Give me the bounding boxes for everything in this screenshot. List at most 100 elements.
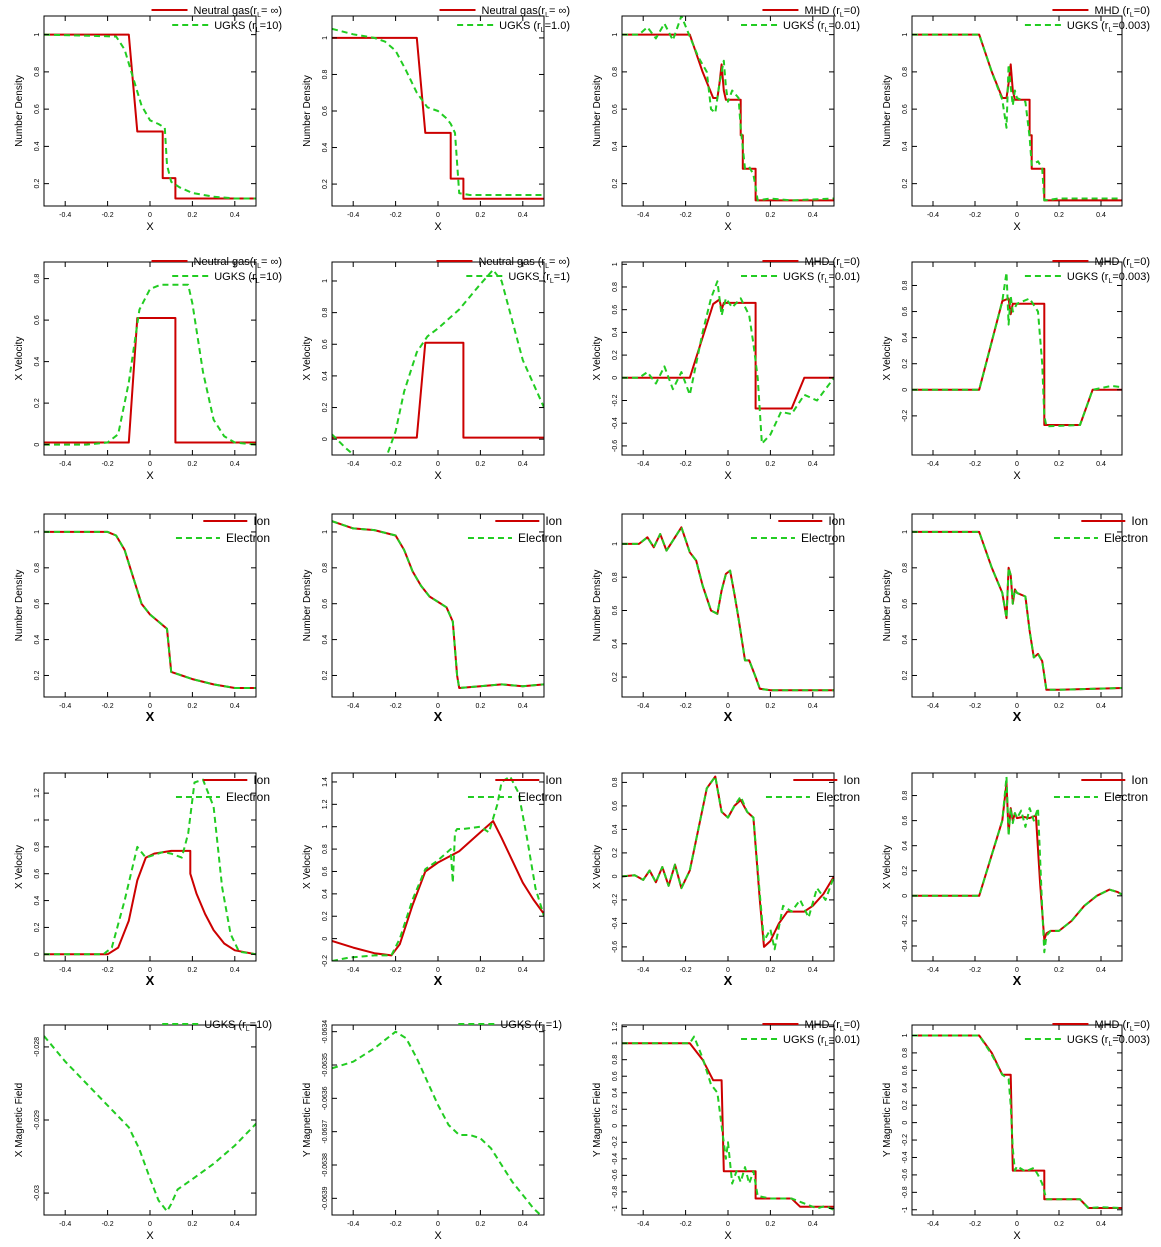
y-tick-label: 1 bbox=[612, 542, 619, 546]
y-axis-label: X Velocity bbox=[302, 845, 313, 889]
y-tick-label: 1.2 bbox=[322, 799, 329, 809]
plot-frame bbox=[911, 772, 1123, 962]
series-line-solid bbox=[332, 341, 544, 439]
y-tick-label: 0.4 bbox=[612, 639, 619, 649]
x-tick-label: -0.2 bbox=[680, 967, 692, 974]
chart-panel: -0.4 -0.2 0 0.2 0.4 0.2 0.4 0.6 0.8 1 X Number Dens… bbox=[14, 513, 270, 724]
y-axis-label: X Magnetic Field bbox=[14, 1083, 25, 1157]
y-tick-label: 0.6 bbox=[902, 307, 909, 317]
series-line-dashed bbox=[912, 271, 1122, 428]
x-tick-label: 0.4 bbox=[518, 967, 528, 974]
series-line-solid bbox=[44, 33, 256, 200]
series-line-solid bbox=[622, 526, 834, 692]
x-tick-label: 0 bbox=[436, 967, 440, 974]
x-tick-label: -0.2 bbox=[969, 1221, 981, 1228]
x-tick-label: -0.2 bbox=[102, 967, 114, 974]
series-line-solid bbox=[332, 520, 544, 689]
legend-label: Ion bbox=[545, 514, 562, 528]
x-tick-label: -0.4 bbox=[637, 967, 649, 974]
x-tick-label: 0 bbox=[148, 1221, 152, 1228]
x-tick-label: 0.2 bbox=[1054, 1221, 1064, 1228]
series-line-dashed bbox=[622, 1035, 834, 1211]
x-tick-label: 0.4 bbox=[518, 1221, 528, 1228]
x-tick-label: 0.4 bbox=[1096, 212, 1106, 219]
x-tick-label: -0.2 bbox=[680, 1221, 692, 1228]
series-line-solid bbox=[622, 33, 834, 202]
y-tick-label: 0.2 bbox=[612, 179, 619, 189]
y-axis-label: X Velocity bbox=[14, 337, 25, 381]
x-tick-label: -0.2 bbox=[390, 703, 402, 710]
chart-panel: -0.4 -0.2 0 0.2 0.4 -1 -0.8 -0.6 -0.4 -0.2 0 0.2 0.4… bbox=[592, 1019, 860, 1242]
series-line-dashed bbox=[332, 520, 544, 689]
x-tick-label: -0.4 bbox=[59, 461, 71, 468]
plot-frame bbox=[621, 15, 835, 207]
y-tick-label: 1.4 bbox=[322, 777, 329, 787]
x-axis-label: X bbox=[724, 709, 733, 724]
legend-label: UGKS (rL=0.003) bbox=[1067, 1034, 1150, 1048]
x-tick-label: 0.2 bbox=[476, 1221, 486, 1228]
legend-label: UGKS (rL=1) bbox=[508, 271, 570, 285]
y-tick-label: 1 bbox=[612, 33, 619, 37]
y-tick-label: 0.6 bbox=[902, 816, 909, 826]
x-tick-label: 0.2 bbox=[188, 1221, 198, 1228]
y-tick-label: 0.4 bbox=[34, 896, 41, 906]
x-tick-label: 0.2 bbox=[1054, 703, 1064, 710]
y-tick-label: 0.6 bbox=[612, 801, 619, 811]
y-axis-label: Y Magnetic Field bbox=[302, 1083, 313, 1157]
series-line-solid bbox=[912, 782, 1122, 941]
y-tick-label: 0.4 bbox=[902, 1083, 909, 1093]
y-tick-label: 0.6 bbox=[322, 599, 329, 609]
series-line-dashed bbox=[332, 1030, 542, 1215]
chart-panel: -0.4 -0.2 0 0.2 0.4 0 0.2 0.4 0.6 0.8 1 X X Velocity… bbox=[302, 256, 570, 482]
y-tick-label: 1.2 bbox=[612, 1022, 619, 1032]
x-tick-label: 0.2 bbox=[188, 967, 198, 974]
y-tick-label: 0.2 bbox=[902, 1100, 909, 1110]
x-tick-label: 0.2 bbox=[476, 703, 486, 710]
y-tick-label: 0.4 bbox=[322, 143, 329, 153]
y-tick-label: 0.6 bbox=[612, 606, 619, 616]
y-axis-label: Number Density bbox=[882, 570, 893, 642]
x-axis-label: X bbox=[434, 1230, 442, 1242]
x-tick-label: 0.2 bbox=[766, 461, 776, 468]
y-tick-label: -0.0637 bbox=[322, 1120, 329, 1144]
y-tick-label: 0.4 bbox=[34, 141, 41, 151]
x-tick-label: -0.2 bbox=[680, 461, 692, 468]
x-tick-label: -0.4 bbox=[59, 212, 71, 219]
x-tick-label: -0.4 bbox=[347, 703, 359, 710]
y-tick-label: 1 bbox=[322, 36, 329, 40]
series-line-dashed bbox=[44, 33, 256, 200]
chart-panel: -0.4 -0.2 0 0.2 0.4 0.2 0.4 0.6 0.8 1 X Number Dens… bbox=[302, 513, 562, 724]
x-tick-label: -0.2 bbox=[102, 212, 114, 219]
y-axis-label: X Velocity bbox=[14, 845, 25, 889]
chart-panel: -0.4 -0.2 0 0.2 0.4 0.2 0.4 0.6 0.8 1 X Number Dens… bbox=[592, 513, 845, 724]
y-tick-label: 0.8 bbox=[34, 842, 41, 852]
y-tick-label: 1 bbox=[322, 825, 329, 829]
plot-frame bbox=[621, 261, 835, 456]
y-tick-label: -0.0636 bbox=[322, 1086, 329, 1110]
x-tick-label: 0.4 bbox=[808, 1221, 818, 1228]
x-tick-label: -0.2 bbox=[390, 967, 402, 974]
x-tick-label: 0.4 bbox=[518, 461, 528, 468]
x-tick-label: -0.4 bbox=[927, 461, 939, 468]
series-line-solid bbox=[332, 36, 544, 200]
x-axis-label: X bbox=[434, 221, 442, 233]
y-tick-label: 0.2 bbox=[612, 350, 619, 360]
x-tick-label: 0 bbox=[1015, 461, 1019, 468]
x-tick-label: 0.2 bbox=[766, 967, 776, 974]
x-tick-label: 0.4 bbox=[808, 703, 818, 710]
x-tick-label: 0.4 bbox=[518, 703, 528, 710]
y-tick-label: 1 bbox=[322, 530, 329, 534]
y-tick-label: -0.8 bbox=[612, 1186, 619, 1198]
y-tick-label: -0.4 bbox=[612, 417, 619, 429]
series-line-dashed bbox=[912, 530, 1122, 691]
y-tick-label: 0.6 bbox=[902, 1065, 909, 1075]
y-tick-label: 1 bbox=[612, 262, 619, 266]
y-tick-label: 0.6 bbox=[322, 867, 329, 877]
series-line-dashed bbox=[44, 1035, 256, 1213]
series-line-solid bbox=[622, 1042, 834, 1208]
x-tick-label: 0.2 bbox=[476, 461, 486, 468]
y-tick-label: 0.2 bbox=[34, 670, 41, 680]
y-tick-label: 0.4 bbox=[902, 635, 909, 645]
x-tick-label: 0.4 bbox=[1096, 967, 1106, 974]
plot-frame bbox=[43, 513, 257, 698]
